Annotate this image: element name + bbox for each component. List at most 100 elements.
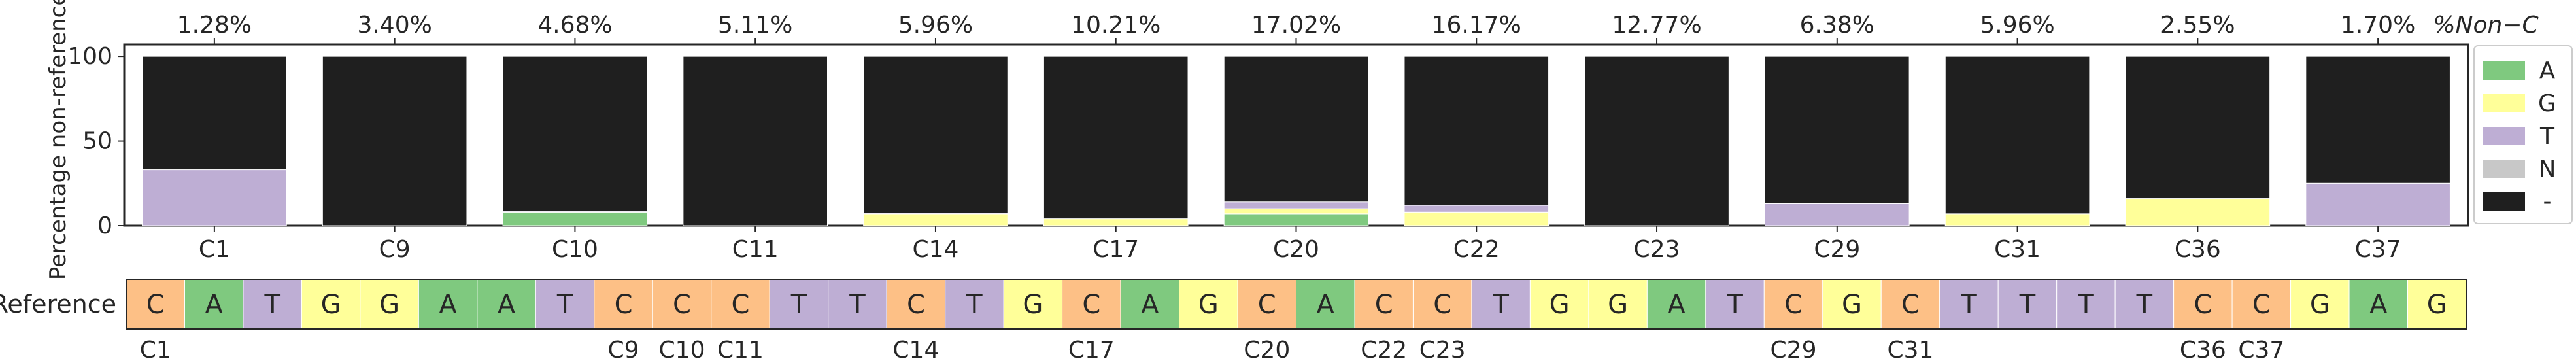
ref-base-label: T	[263, 290, 280, 320]
ref-position-label: C20	[1244, 337, 1290, 363]
bar-C31-gap	[1944, 56, 2090, 215]
top-pct-label: 1.28%	[177, 12, 252, 39]
ref-base-label: T	[556, 290, 573, 320]
top-axis-title: %Non−C	[2433, 12, 2539, 39]
reference-title: Reference	[0, 290, 116, 319]
ref-position-label: C37	[2238, 337, 2284, 363]
ref-base-label: C	[1784, 290, 1803, 320]
ref-cell	[1880, 279, 1940, 330]
ref-cell	[769, 279, 829, 330]
legend-swatch-A	[2483, 61, 2525, 80]
ref-position-label: C1	[140, 337, 171, 363]
x-tick-label: C1	[199, 236, 230, 263]
ref-base-label: T	[2019, 290, 2036, 320]
x-tick-label: C36	[2175, 236, 2221, 263]
ref-base-label: C	[615, 290, 633, 320]
ref-base-label: G	[2310, 290, 2330, 320]
ref-base-label: G	[1842, 290, 1862, 320]
ref-cell	[418, 279, 478, 330]
legend-swatch-T	[2483, 127, 2525, 145]
bar-C37-gap	[2305, 56, 2450, 184]
bar-C1-gap	[142, 56, 287, 171]
ref-cell	[184, 279, 244, 330]
top-pct-label: 12.77%	[1612, 12, 1701, 39]
bar-C29-gap	[1765, 56, 1910, 204]
ref-cell	[652, 279, 712, 330]
ref-position-label: C11	[717, 337, 764, 363]
ref-position-label: C29	[1771, 337, 1817, 363]
bar-C31-G	[1944, 213, 2090, 226]
ref-position-label: C36	[2180, 337, 2226, 363]
bar-C20-A	[1223, 213, 1369, 226]
top-pct-label: 3.40%	[357, 12, 432, 39]
legend-swatch-G	[2483, 94, 2525, 112]
ref-base-label: A	[1141, 290, 1159, 320]
ref-base-label: T	[849, 290, 866, 320]
bar-C36-G	[2125, 198, 2271, 226]
y-axis-label: Percentage non-reference	[45, 0, 71, 280]
ref-position-label: C17	[1068, 337, 1115, 363]
top-pct-label: 5.96%	[898, 12, 973, 39]
ref-cell	[886, 279, 946, 330]
top-pct-label: 5.11%	[718, 12, 792, 39]
legend-label: T	[2539, 123, 2555, 150]
ref-cell	[1003, 279, 1063, 330]
ref-base-label: G	[321, 290, 341, 320]
top-pct-label: 1.70%	[2341, 12, 2415, 39]
ref-base-label: C	[673, 290, 691, 320]
bar-C11-gap	[683, 56, 828, 226]
ref-base-label: C	[1433, 290, 1451, 320]
ref-base-label: A	[439, 290, 457, 320]
x-tick-label: C22	[1453, 236, 1500, 263]
y-tick-label: 50	[82, 128, 112, 155]
ref-cell	[360, 279, 419, 330]
ref-position-label: C22	[1361, 337, 1407, 363]
ref-cell	[1354, 279, 1414, 330]
ref-base-label: C	[1375, 290, 1393, 320]
bar-C20-T	[1223, 201, 1369, 209]
ref-base-label: G	[1023, 290, 1043, 320]
top-pct-label: 10.21%	[1071, 12, 1161, 39]
ref-cell	[1120, 279, 1180, 330]
ref-cell	[2348, 279, 2409, 330]
bar-C10-gap	[502, 56, 648, 212]
x-tick-label: C11	[732, 236, 779, 263]
x-tick-label: C20	[1273, 236, 1319, 263]
ref-frame	[126, 279, 2467, 330]
bar-C10-A	[502, 211, 648, 226]
bar-C14-gap	[863, 56, 1008, 214]
bar-C22-T	[1404, 205, 1550, 213]
bar-C23-gap	[1584, 56, 1729, 226]
top-pct-label: 5.96%	[1980, 12, 2054, 39]
legend-swatch-N	[2483, 160, 2525, 178]
ref-cell	[1646, 279, 1706, 330]
bar-C20-G	[1223, 208, 1369, 215]
x-tick-label: C14	[912, 236, 958, 263]
ref-base-label: C	[1258, 290, 1276, 320]
top-pct-label: 6.38%	[1800, 12, 1874, 39]
legend-label: A	[2539, 58, 2556, 84]
ref-base-label: A	[2369, 290, 2388, 320]
x-tick-label: C17	[1093, 236, 1139, 263]
bar-C1-T	[142, 169, 287, 226]
y-tick-label: 100	[67, 43, 112, 70]
ref-cell	[1179, 279, 1238, 330]
x-tick-label: C29	[1814, 236, 1860, 263]
x-tick-label: C10	[552, 236, 598, 263]
ref-base-label: G	[1198, 290, 1219, 320]
ref-base-label: C	[732, 290, 750, 320]
bar-C37-T	[2305, 182, 2450, 226]
ref-cell	[243, 279, 302, 330]
top-pct-label: 16.17%	[1432, 12, 1521, 39]
ref-base-label: A	[1667, 290, 1686, 320]
ref-cell	[1062, 279, 1121, 330]
ref-base-label: G	[379, 290, 399, 320]
bar-C22-gap	[1404, 56, 1550, 206]
ref-position-label: C31	[1888, 337, 1934, 363]
ref-base-label: C	[907, 290, 925, 320]
legend-label: N	[2539, 156, 2556, 182]
ref-cell	[594, 279, 653, 330]
legend-swatch-gap	[2483, 192, 2525, 211]
ref-base-label: T	[790, 290, 807, 320]
ref-cell	[2290, 279, 2350, 330]
